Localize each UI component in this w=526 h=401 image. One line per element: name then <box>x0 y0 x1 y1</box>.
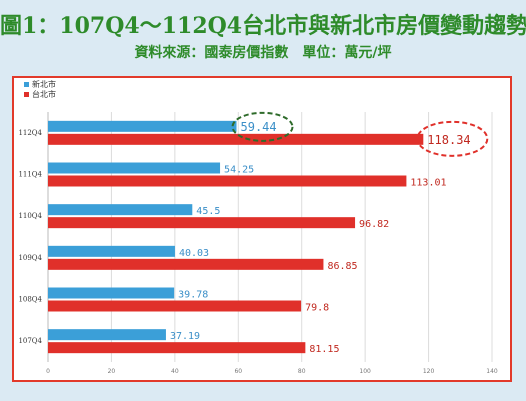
data-label-taipei: 81.15 <box>309 344 339 355</box>
category-label: 107Q4 <box>18 337 42 345</box>
category-label: 109Q4 <box>18 254 42 262</box>
x-tick-label: 140 <box>486 368 498 375</box>
data-label-new-taipei: 39.78 <box>178 290 208 301</box>
legend-swatch <box>24 92 29 97</box>
x-tick-label: 20 <box>108 368 116 375</box>
legend-label: 新北市 <box>32 79 56 89</box>
bar-taipei <box>48 342 306 354</box>
highlight-ellipse-taipei <box>416 120 489 157</box>
data-label-taipei: 113.01 <box>410 178 446 189</box>
category-label: 112Q4 <box>18 129 42 137</box>
data-label-taipei: 79.8 <box>305 303 329 314</box>
category-label: 108Q4 <box>18 296 42 304</box>
legend-label: 台北市 <box>32 89 56 99</box>
data-label-new-taipei: 59.44 <box>241 120 277 134</box>
bar-new-taipei <box>48 329 166 341</box>
bar-taipei <box>48 300 302 312</box>
bar-taipei <box>48 175 407 187</box>
bar-new-taipei <box>48 245 175 257</box>
page-title: 圖1：107Q4～112Q4台北市與新北市房價變動趨勢圖 <box>0 13 526 39</box>
page-subtitle: 資料來源：國泰房價指數 單位：萬元/坪 <box>134 45 392 61</box>
category-label: 110Q4 <box>18 212 42 220</box>
data-label-taipei: 118.34 <box>427 133 470 147</box>
bar-taipei <box>48 133 424 145</box>
legend-swatch <box>24 82 29 87</box>
x-tick-label: 120 <box>423 368 435 375</box>
bar-new-taipei <box>48 204 193 216</box>
data-label-taipei: 96.82 <box>359 219 389 230</box>
bar-new-taipei <box>48 120 237 132</box>
bar-new-taipei <box>48 287 175 299</box>
data-label-new-taipei: 54.25 <box>224 165 254 176</box>
bar-taipei <box>48 217 356 229</box>
x-tick-label: 40 <box>171 368 179 375</box>
x-tick-label: 0 <box>46 368 50 375</box>
bar-taipei <box>48 258 324 270</box>
data-label-new-taipei: 45.5 <box>196 206 220 217</box>
x-tick-label: 100 <box>359 368 371 375</box>
category-label: 111Q4 <box>18 171 42 179</box>
data-label-new-taipei: 40.03 <box>179 248 209 259</box>
data-label-new-taipei: 37.19 <box>170 331 200 342</box>
bar-new-taipei <box>48 162 221 174</box>
data-label-taipei: 86.85 <box>327 261 357 272</box>
x-tick-label: 60 <box>234 368 242 375</box>
highlight-ellipse-new-taipei <box>231 111 294 142</box>
x-tick-label: 80 <box>298 368 306 375</box>
